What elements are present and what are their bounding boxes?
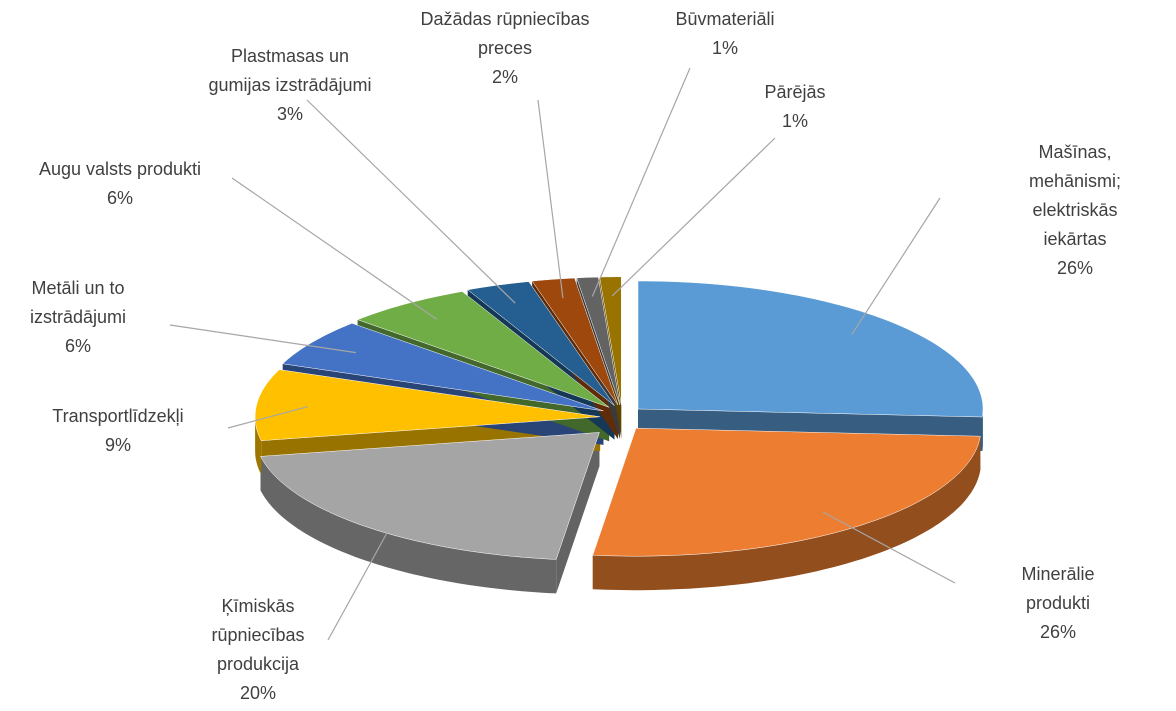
slice [576, 276, 621, 405]
leader-line [169, 324, 356, 354]
data-label: Minerālie produkti 26% [999, 560, 1117, 647]
value-label: 6% [106, 188, 133, 208]
value-label: 20% [239, 683, 277, 703]
slice-side [592, 436, 981, 591]
data-label: Mašīnas, mehānismi; elektriskās iekārtas… [1025, 138, 1126, 283]
slice [531, 277, 619, 406]
slice [254, 369, 601, 441]
leader-line [227, 405, 309, 429]
leader-line [591, 67, 691, 297]
category-label: Augu valsts produkti [38, 159, 202, 179]
value-label: 26% [1056, 258, 1094, 278]
value-label: 9% [104, 435, 132, 455]
slice [637, 280, 984, 418]
category-label: Dažādas rūpniecības preces [420, 9, 590, 58]
slice [282, 323, 604, 412]
data-label: Pārējās 1% [764, 78, 825, 136]
leader-line [822, 511, 956, 584]
category-label: Būvmateriāli [675, 9, 775, 29]
leader-line [537, 99, 564, 299]
value-label: 26% [1039, 622, 1077, 642]
category-label: Ķīmiskās rūpniecības produkcija [211, 596, 305, 674]
value-label: 2% [491, 67, 519, 87]
slice-side [982, 409, 983, 451]
category-label: Plastmasas un gumijas izstrādājumi [208, 46, 372, 95]
leader-line [327, 511, 400, 641]
slice-wall [556, 432, 600, 594]
category-label: Mašīnas, mehānismi; elektriskās iekārtas [1028, 142, 1122, 249]
data-label: Augu valsts produkti 6% [39, 155, 201, 213]
leader-line [306, 99, 516, 304]
data-label: Metāli un to izstrādājumi 6% [30, 274, 126, 361]
slice [592, 427, 981, 557]
data-label: Būvmateriāli 1% [675, 5, 774, 63]
data-label: Transportlīdzekļi 9% [52, 402, 183, 460]
leader-line [851, 197, 941, 335]
value-label: 1% [781, 111, 808, 131]
slice [356, 291, 610, 408]
data-label: Ķīmiskās rūpniecības produkcija 20% [211, 592, 304, 708]
leader-line [611, 137, 776, 297]
category-label: Minerālie produkti [1021, 564, 1095, 613]
value-label: 1% [711, 38, 739, 58]
slice-side [255, 416, 262, 475]
data-label: Dažādas rūpniecības preces 2% [420, 5, 589, 92]
category-label: Pārējās [764, 82, 826, 102]
data-label: Plastmasas un gumijas izstrādājumi 3% [208, 42, 371, 129]
slice [467, 281, 615, 406]
category-label: Transportlīdzekļi [52, 406, 184, 426]
slice [260, 432, 600, 560]
value-label: 3% [276, 104, 303, 124]
slice-side [260, 456, 557, 594]
slice [599, 276, 622, 405]
leader-line [231, 177, 438, 320]
value-label: 6% [64, 336, 91, 356]
category-label: Metāli un to izstrādājumi [29, 278, 127, 327]
